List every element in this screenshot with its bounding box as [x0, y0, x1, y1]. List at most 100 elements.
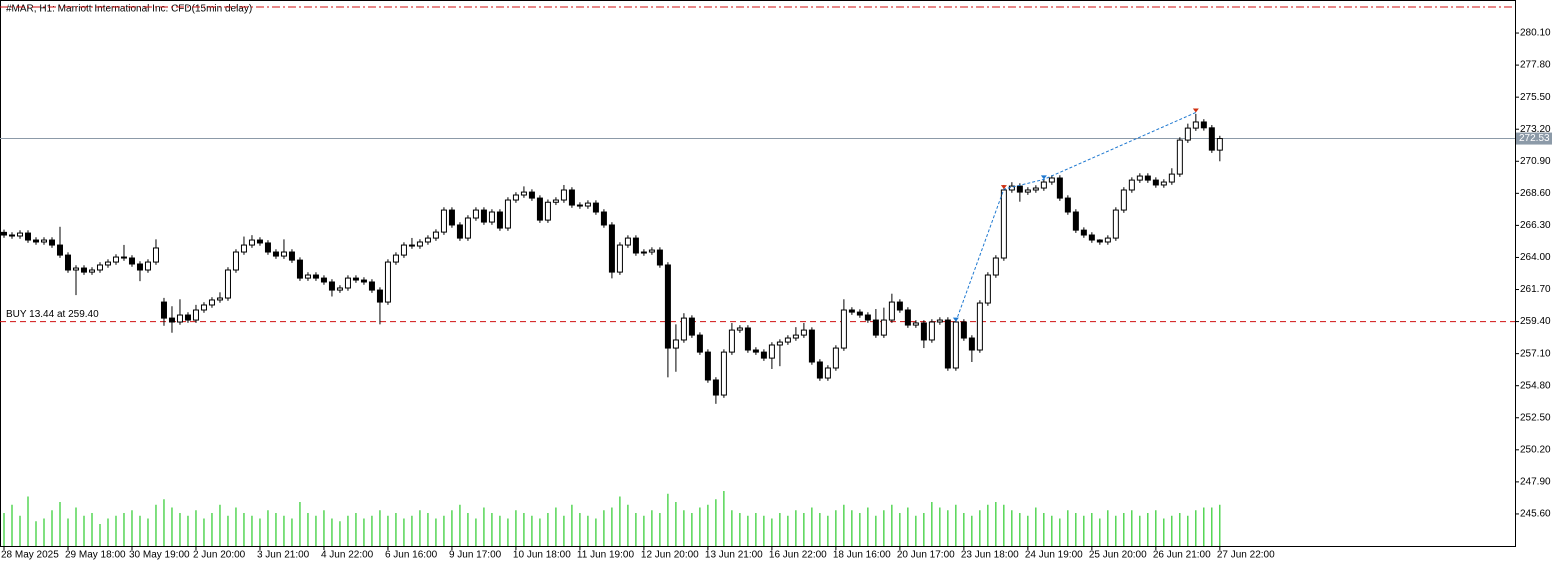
- candle-body: [1088, 234, 1095, 241]
- candle-body: [480, 209, 487, 223]
- candle-body: [360, 279, 367, 283]
- y-tick-label: 277.80: [1520, 60, 1551, 71]
- candle-body: [208, 299, 215, 306]
- candle-body: [512, 194, 519, 201]
- candle-body: [232, 251, 239, 271]
- candle-body: [0, 231, 7, 236]
- x-tick-label: 20 Jun 17:00: [897, 550, 955, 561]
- candle-body: [496, 211, 503, 229]
- y-tick-label: 257.10: [1520, 348, 1551, 359]
- candle-body: [1112, 209, 1119, 239]
- candle-body: [344, 277, 351, 289]
- candle-body: [256, 239, 263, 244]
- x-tick-label: 27 Jun 22:00: [1217, 550, 1275, 561]
- candle-body: [80, 267, 87, 273]
- candle-body: [1096, 239, 1103, 243]
- candle-body: [392, 254, 399, 263]
- trade-marker: [1192, 108, 1199, 113]
- candle-body: [592, 202, 599, 213]
- candle-body: [656, 249, 663, 266]
- x-tick-label: 9 Jun 17:00: [449, 550, 502, 561]
- candle-body: [1128, 179, 1135, 191]
- candle-body: [848, 309, 855, 313]
- candle-body: [760, 351, 767, 359]
- candle-body: [176, 314, 183, 323]
- candle-body: [200, 304, 207, 311]
- x-tick-label: 6 Jun 16:00: [385, 550, 438, 561]
- candle-body: [72, 267, 79, 271]
- x-tick-label: 3 Jun 21:00: [257, 550, 310, 561]
- candle-body: [40, 239, 47, 243]
- candle-body: [288, 251, 295, 261]
- candle-body: [776, 341, 783, 346]
- x-tick-label: 24 Jun 19:00: [1025, 550, 1083, 561]
- candle-body: [1120, 189, 1127, 211]
- candle-body: [640, 251, 647, 254]
- candle-body: [104, 261, 111, 266]
- x-tick-label: 13 Jun 21:00: [705, 550, 763, 561]
- candle-body: [832, 347, 839, 369]
- candle-body: [48, 239, 55, 246]
- y-tick-label: 275.50: [1520, 92, 1551, 103]
- candle-body: [1072, 211, 1079, 231]
- y-tick-label: 264.00: [1520, 252, 1551, 263]
- candle-body: [1032, 187, 1039, 191]
- candle-body: [608, 224, 615, 273]
- candle-body: [568, 189, 575, 206]
- y-tick-label: 250.20: [1520, 444, 1551, 455]
- y-tick-label: 268.60: [1520, 188, 1551, 199]
- x-tick-label: 28 May 2025: [1, 550, 59, 561]
- candle-body: [24, 232, 31, 241]
- candle-body: [576, 204, 583, 207]
- candle-body: [1160, 181, 1167, 186]
- candle-body: [1016, 185, 1023, 193]
- candle-body: [1024, 189, 1031, 193]
- candle-body: [792, 334, 799, 339]
- y-tick-label: 273.20: [1520, 124, 1551, 135]
- x-tick-label: 16 Jun 22:00: [769, 550, 827, 561]
- x-tick-label: 2 Jun 20:00: [193, 550, 246, 561]
- candle-body: [1192, 121, 1199, 129]
- candle-body: [824, 367, 831, 379]
- candle-body: [1056, 177, 1063, 199]
- candle-body: [616, 244, 623, 273]
- last-price-box: [1516, 132, 1552, 145]
- candle-body: [312, 274, 319, 279]
- candle-body: [888, 301, 895, 321]
- candle-body: [328, 281, 335, 291]
- candle-body: [864, 314, 871, 321]
- candle-body: [248, 239, 255, 246]
- trade-marker: [952, 317, 959, 322]
- x-tick-label: 10 Jun 18:00: [513, 550, 571, 561]
- candle-body: [552, 199, 559, 203]
- candle-body: [1136, 175, 1143, 181]
- candle-body: [856, 311, 863, 316]
- y-tick-label: 266.30: [1520, 220, 1551, 231]
- candle-body: [448, 209, 455, 226]
- candle-body: [704, 351, 711, 381]
- candle-body: [872, 319, 879, 336]
- trade-marker: [1000, 185, 1007, 190]
- trade-line: [955, 112, 1197, 322]
- candle-body: [624, 237, 631, 246]
- candle-body: [808, 329, 815, 363]
- candle-body: [16, 232, 23, 237]
- candle-body: [736, 327, 743, 331]
- candle-body: [544, 201, 551, 221]
- candle-body: [112, 256, 119, 263]
- candle-body: [192, 309, 199, 321]
- candle-body: [336, 287, 343, 291]
- candle-body: [984, 274, 991, 304]
- candle-body: [120, 256, 127, 259]
- candle-body: [528, 191, 535, 199]
- candle-body: [432, 231, 439, 239]
- candle-body: [296, 259, 303, 279]
- candle-body: [696, 334, 703, 353]
- y-tick-label: 245.60: [1520, 509, 1551, 520]
- candle-body: [952, 321, 959, 369]
- candle-body: [1168, 173, 1175, 183]
- candle-body: [384, 261, 391, 303]
- candle-body: [160, 301, 167, 319]
- candle-body: [88, 269, 95, 273]
